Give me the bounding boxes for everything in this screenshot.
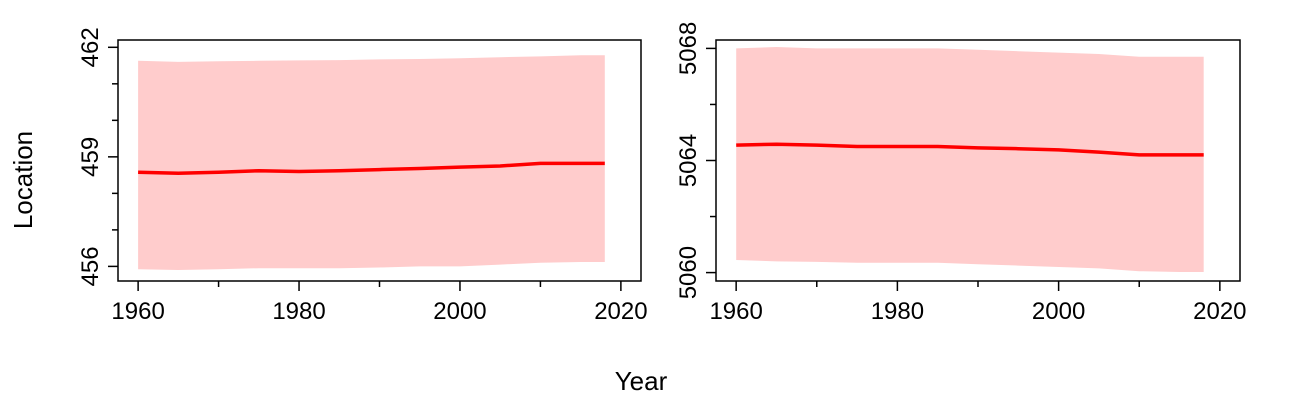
- y-tick-label: 5060: [675, 246, 702, 299]
- y-tick-label: 459: [77, 137, 104, 177]
- y-axis-title: Location: [8, 131, 38, 229]
- y-tick-label: 5068: [675, 22, 702, 75]
- x-tick-label: 2020: [1193, 298, 1246, 325]
- x-tick-label: 1960: [709, 298, 762, 325]
- x-tick-label: 2000: [433, 298, 486, 325]
- y-tick-label: 5064: [675, 134, 702, 187]
- location-line: [138, 161, 605, 176]
- left-panel: 1960 1980 2000 2020 456 459 462: [77, 27, 648, 325]
- x-tick-label: 1960: [111, 298, 164, 325]
- x-axis-title: Year: [615, 366, 668, 396]
- location-line: [736, 142, 1204, 157]
- x-tick-label: 1980: [871, 298, 924, 325]
- y-tick-label: 462: [77, 27, 104, 67]
- x-tick-label: 2020: [594, 298, 647, 325]
- confidence-band: [736, 47, 1204, 272]
- right-panel: 1960 1980 2000 2020 5060 5064 5068: [675, 22, 1247, 325]
- confidence-band: [138, 55, 605, 270]
- x-tick-label: 2000: [1032, 298, 1085, 325]
- y-tick-label: 456: [77, 246, 104, 286]
- x-tick-label: 1980: [272, 298, 325, 325]
